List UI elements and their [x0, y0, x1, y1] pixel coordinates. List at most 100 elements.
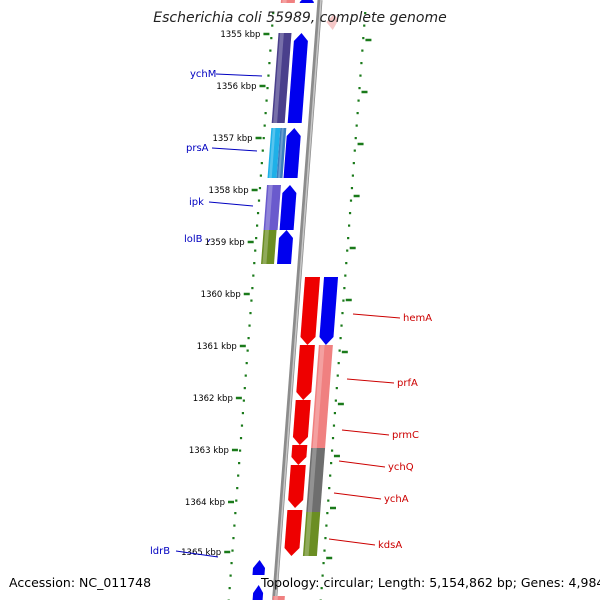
tick-dot	[326, 512, 329, 515]
lolB-gene-block	[261, 230, 277, 264]
tick-dot	[264, 112, 267, 115]
gene-leader-ipk	[208, 201, 254, 207]
ychM-gene-block	[271, 33, 292, 123]
gene-leader-prfA	[346, 378, 395, 384]
tick-dot	[350, 187, 354, 190]
tick-dot	[235, 499, 238, 502]
tick-dot	[355, 124, 358, 127]
tick-dot	[270, 37, 273, 40]
tick-dot	[261, 149, 264, 152]
gene-label-lolB: lolB	[184, 234, 203, 245]
top-partial-blue	[299, 0, 314, 3]
hemA-gene-arrow	[300, 277, 321, 345]
gene-leader-ychQ	[338, 460, 386, 468]
gene-label-group: ychM prsA ipk lolB ldrB hemA prfA prmC ychQ ychA k…	[150, 69, 432, 558]
ychA-gene-arrow	[288, 465, 306, 508]
tick-dot	[337, 362, 340, 365]
tick-dot	[338, 349, 341, 352]
tick-dot	[238, 462, 241, 465]
tick-label: 1364 kbp	[185, 498, 225, 508]
tick-label: 1357 kbp	[212, 134, 252, 144]
gene-label-ldrB: ldrB	[150, 546, 170, 557]
tick-dot	[330, 462, 333, 465]
tick-dot	[331, 437, 335, 440]
tick-dot	[357, 99, 360, 102]
hemA-gene-arrow-2	[319, 277, 339, 345]
tick-dot	[348, 224, 351, 227]
gene-leader-hemA	[352, 313, 401, 319]
kdsA-gene-block-shade	[304, 512, 312, 556]
bottom-partial-pink-shade	[274, 596, 278, 600]
tick-dot	[243, 387, 246, 390]
tick-dot	[239, 437, 243, 440]
prfA-gene-block-shade	[312, 345, 325, 448]
tick-dot	[343, 287, 346, 290]
genome-backbone	[272, 0, 323, 600]
tick-dot-track	[227, 12, 367, 600]
tick-dot	[232, 537, 235, 540]
tick-dot	[340, 324, 343, 327]
gene-label-prsA: prsA	[186, 143, 209, 154]
tick-dot	[255, 237, 258, 240]
feature-track	[252, 0, 339, 600]
tick-dot	[256, 212, 260, 215]
tick-dot	[362, 37, 365, 40]
prmC-gene-arrow	[292, 400, 311, 445]
gene-leader-ychM	[215, 73, 263, 77]
tick-dot	[229, 574, 232, 577]
ychQ-gene-arrow	[291, 445, 308, 465]
tick-dot	[347, 237, 350, 240]
tick-dot	[253, 262, 256, 265]
ychA-gene-block-shade	[307, 468, 316, 512]
tick-dot	[230, 562, 233, 565]
tick-dot	[250, 299, 253, 302]
tick-dot	[360, 62, 363, 65]
tick-dot	[262, 137, 265, 140]
tick-dot	[269, 49, 272, 52]
tick-dot	[259, 174, 262, 177]
ychQ-gene-block	[309, 448, 326, 468]
map-title: Escherichia coli 55989, complete genome	[153, 10, 447, 26]
prfA-gene-arrow	[296, 345, 315, 400]
gene-leader-kdsA	[328, 538, 376, 546]
kdsA-gene-arrow	[284, 510, 303, 556]
backbone-highlight	[274, 0, 322, 600]
tick-dot	[353, 149, 356, 152]
tick-dot	[267, 74, 270, 77]
tick-dot	[349, 199, 353, 202]
gene-label-prmC: prmC	[392, 430, 419, 441]
tick-dot	[248, 324, 251, 327]
tick-dot	[334, 399, 337, 402]
ipk-gene-arrow	[279, 185, 297, 230]
lolB-gene-block-shade	[262, 230, 269, 264]
tick-dot	[245, 362, 248, 365]
tick-dot	[258, 187, 262, 190]
tick-dot	[231, 549, 234, 552]
tick-dot	[236, 487, 239, 490]
tick-dot	[256, 224, 259, 227]
tick-dot	[335, 387, 338, 390]
tick-dot	[332, 424, 336, 427]
tick-dot	[359, 74, 362, 77]
tick-dot	[228, 587, 231, 590]
tick-label-group: 1355 kbp 1356 kbp 1357 kbp 1358 kbp 1359 kbp…	[181, 30, 372, 560]
gene-label-ychM: ychM	[190, 69, 216, 80]
tick-dot	[328, 487, 331, 490]
tick-dot	[242, 399, 245, 402]
tick-dot	[329, 474, 332, 477]
tick-dot	[251, 287, 254, 290]
gene-leader-ychA	[333, 492, 382, 500]
genome-summary-text: Topology: circular; Length: 5,154,862 bp…	[261, 575, 600, 590]
tick-dot	[356, 112, 359, 115]
tick-dot	[345, 262, 348, 265]
gene-leader-ldrB	[175, 550, 219, 558]
tick-dot	[254, 249, 257, 252]
backbone-line	[272, 0, 323, 600]
tick-label: 1365 kbp	[181, 548, 221, 558]
bottom-partial-blue	[252, 585, 264, 600]
ychM-gene-block-shade	[273, 33, 284, 123]
gene-leader-prsA	[211, 147, 258, 152]
tick-label: 1360 kbp	[201, 290, 241, 300]
gene-label-ychA: ychA	[384, 494, 409, 505]
tick-label: 1362 kbp	[193, 394, 233, 404]
